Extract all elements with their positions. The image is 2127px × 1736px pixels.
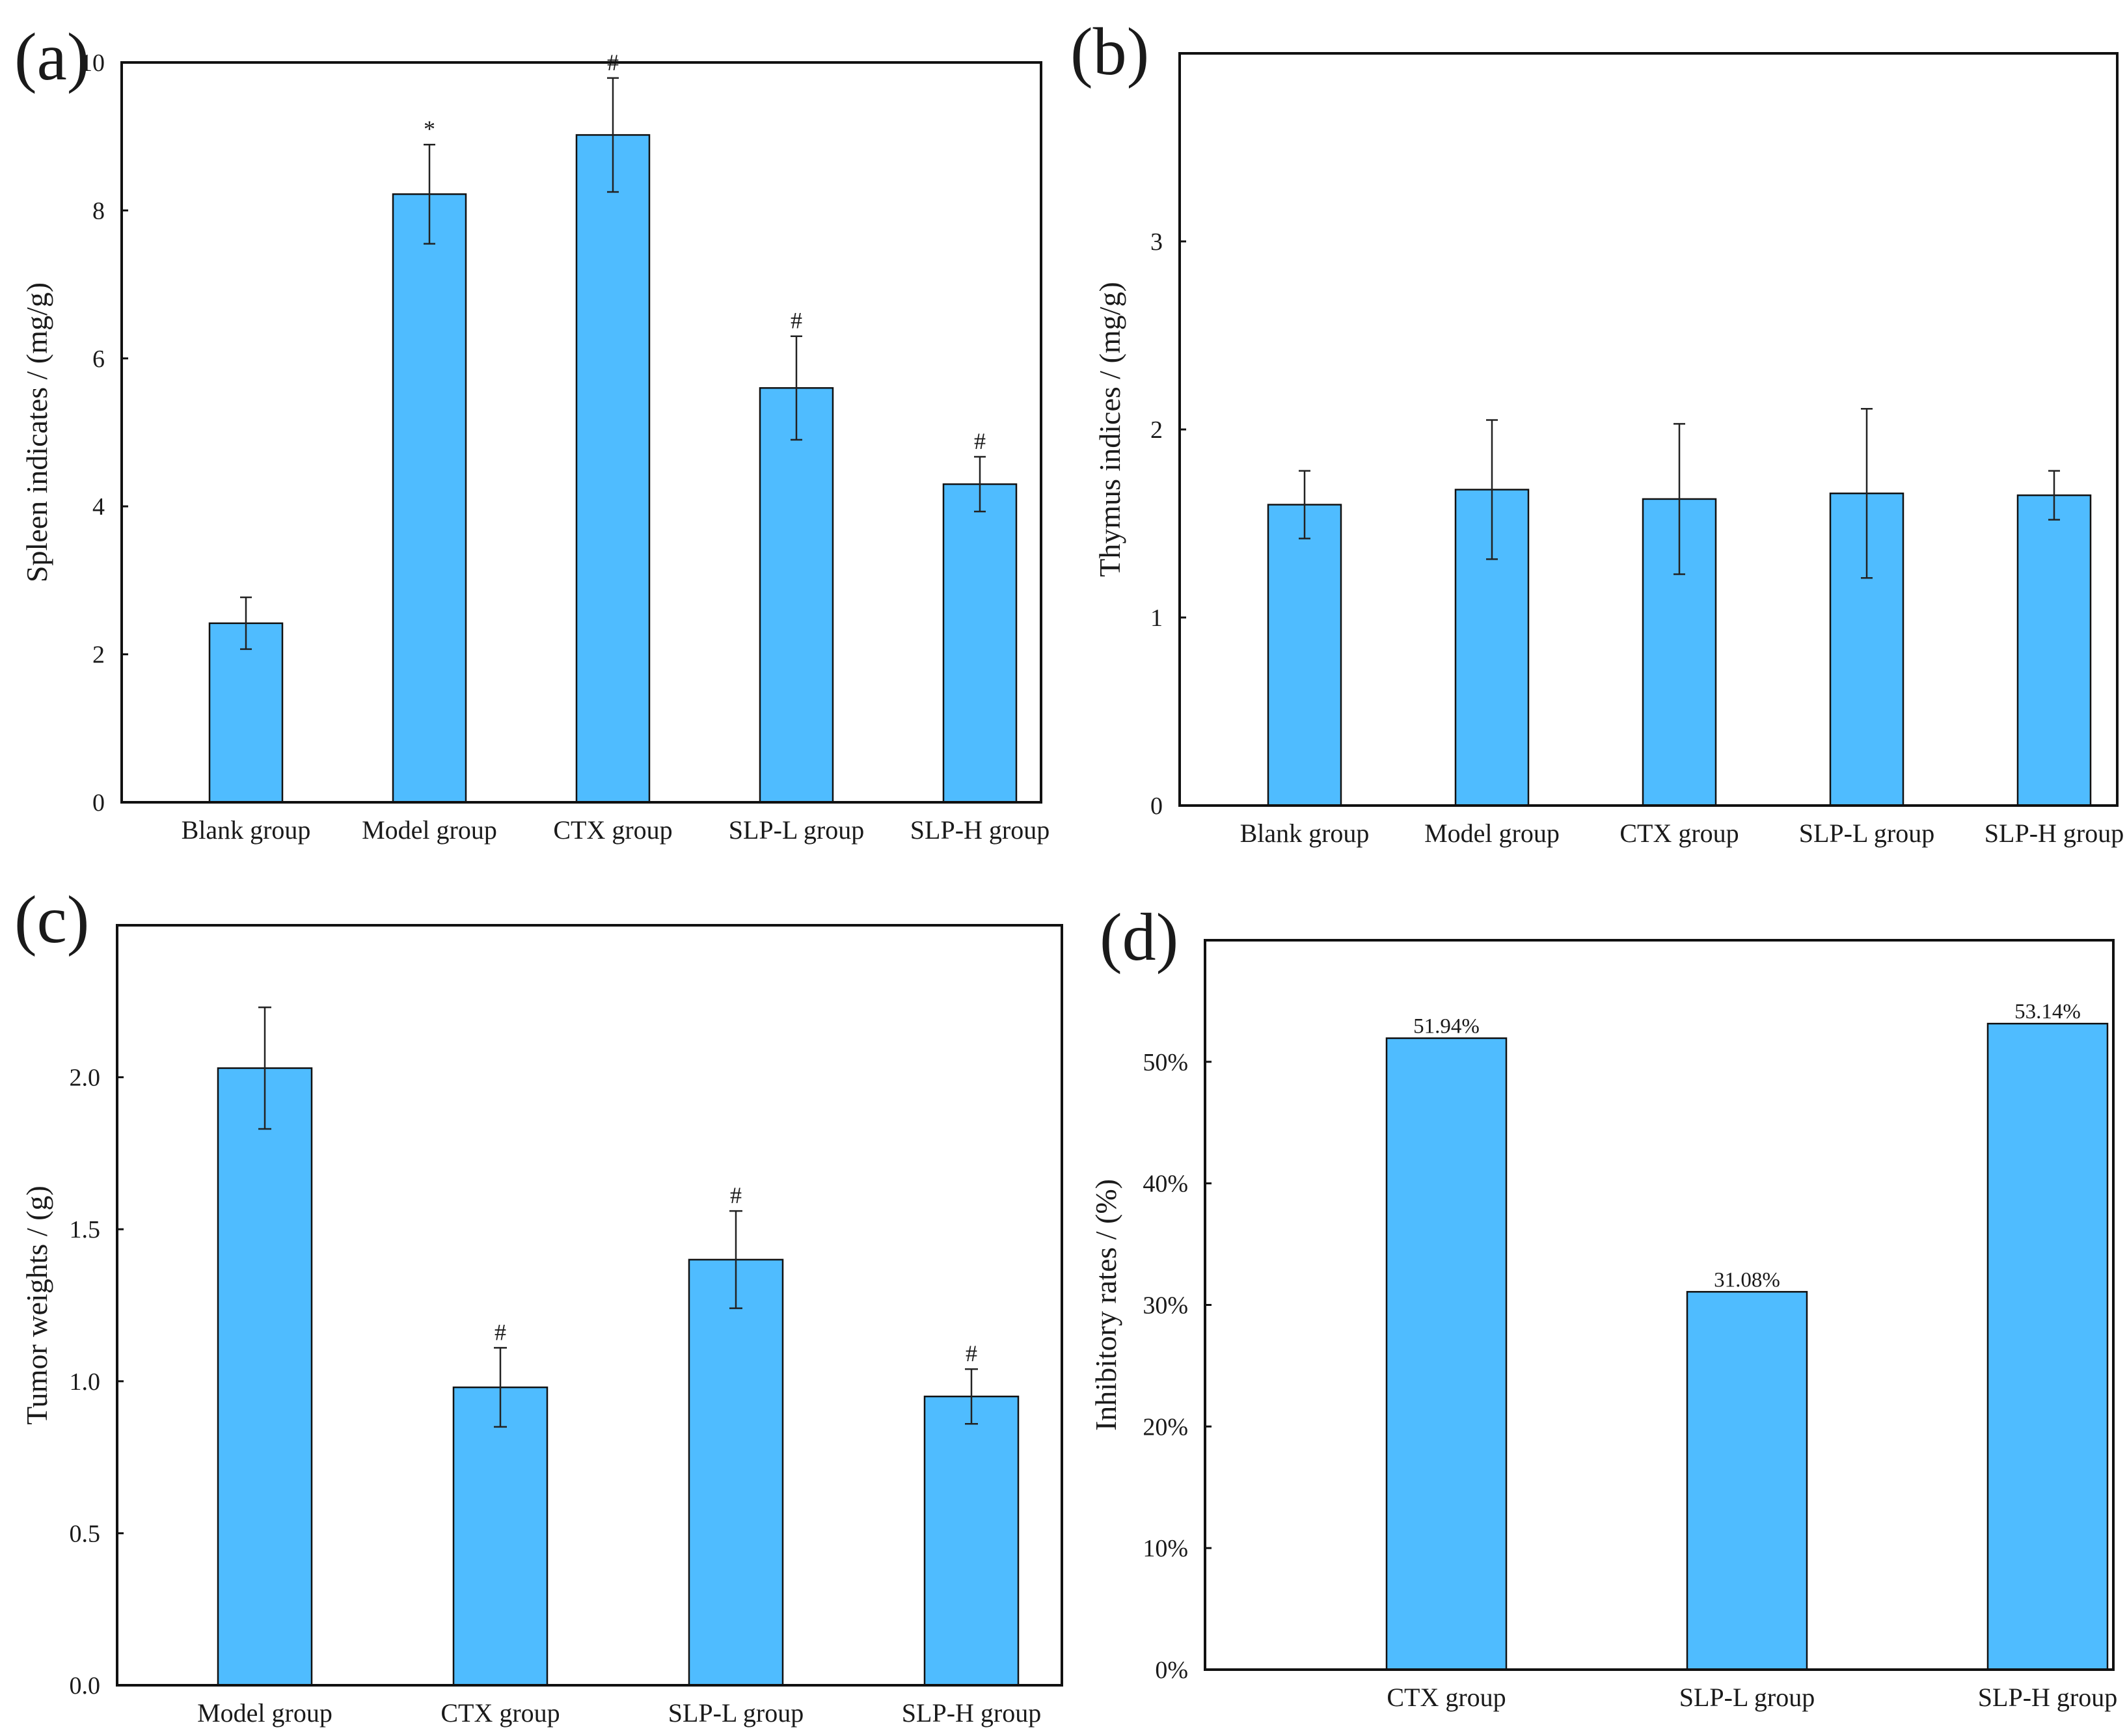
y-tick-label: 30% [1143, 1292, 1188, 1320]
bar [942, 483, 1018, 804]
y-tick-label: 0 [92, 789, 105, 817]
x-tick-label: Model group [197, 1698, 332, 1728]
y-tick-label: 2 [1150, 416, 1163, 444]
bar [923, 1395, 1020, 1687]
bar [1986, 1022, 2109, 1671]
data-label: 51.94% [1413, 1015, 1480, 1038]
x-tick-label: Blank group [182, 815, 311, 845]
x-tick-label: SLP-L group [1679, 1683, 1815, 1712]
x-tick-label: SLP-L group [729, 815, 865, 845]
y-tick-label: 2.0 [70, 1065, 101, 1092]
y-axis-title: Tumor weights / (g) [20, 1186, 53, 1425]
bar [1385, 1037, 1508, 1671]
x-tick-label: SLP-L group [1799, 819, 1935, 848]
y-tick-label: 0 [1150, 793, 1163, 820]
y-tick-label: 2 [92, 642, 105, 669]
bar [1686, 1291, 1808, 1671]
bar [392, 193, 467, 804]
x-tick-label: SLP-L group [668, 1698, 804, 1728]
y-tick-label: 0% [1155, 1657, 1188, 1684]
bar [759, 387, 834, 804]
significance-mark: # [791, 308, 802, 334]
y-tick-label: 6 [92, 346, 105, 373]
x-tick-label: CTX group [1387, 1683, 1506, 1712]
y-tick-label: 1.0 [70, 1368, 101, 1396]
panel-c-label: (c) [14, 882, 89, 957]
y-axis-title: Inhibitory rates / (%) [1089, 1179, 1122, 1431]
plot-frame [1178, 52, 2119, 807]
plot-frame [120, 61, 1042, 804]
panel-b: (b) Blank group Model group CTX group SLP-L… [1070, 14, 2124, 848]
x-tick-label: CTX group [553, 815, 672, 845]
bar [1267, 504, 1342, 807]
y-tick-label: 8 [92, 197, 105, 224]
bar [217, 1067, 313, 1687]
y-tick-label: 0.0 [70, 1672, 101, 1700]
x-tick-label: Model group [1424, 819, 1560, 848]
plot-frame [116, 924, 1063, 1687]
x-tick-label: SLP-H group [1985, 819, 2124, 848]
y-tick-label: 50% [1143, 1049, 1188, 1076]
panel-d: (d) 51.94% CTX group 31.08% SLP-L group 53.1… [1089, 900, 2117, 1712]
y-tick-label: 10 [80, 49, 105, 77]
significance-mark: # [494, 1319, 506, 1345]
bar [688, 1258, 784, 1687]
y-tick-label: 1.5 [70, 1216, 101, 1243]
bar [208, 622, 284, 804]
panel-c: (c) Model group # CTX group # SLP-L group # SL… [14, 882, 1063, 1728]
x-tick-label: SLP-H group [910, 815, 1050, 845]
x-tick-label: CTX group [440, 1698, 560, 1728]
y-tick-label: 0.5 [70, 1520, 101, 1547]
x-tick-label: Blank group [1240, 819, 1370, 848]
panel-a-label: (a) [14, 20, 89, 94]
panel-d-label: (d) [1100, 900, 1178, 975]
y-axis-title: Spleen indicates / (mg/g) [20, 282, 53, 582]
bar [2016, 494, 2092, 807]
y-tick-label: 20% [1143, 1413, 1188, 1441]
panel-b-label: (b) [1070, 14, 1149, 89]
data-label: 53.14% [2014, 1000, 2081, 1024]
significance-mark: * [424, 116, 435, 142]
y-tick-label: 3 [1150, 228, 1163, 256]
data-label: 31.08% [1714, 1268, 1780, 1292]
y-tick-label: 10% [1143, 1535, 1188, 1562]
x-tick-label: SLP-H group [902, 1698, 1041, 1728]
significance-mark: # [966, 1340, 977, 1366]
panel-a: (a) Blank group * Model group # CTX group # SL… [14, 20, 1050, 845]
y-axis-title: Thymus indices / (mg/g) [1093, 282, 1126, 577]
plot-frame [1204, 939, 2115, 1671]
y-tick-label: 40% [1143, 1171, 1188, 1198]
x-tick-label: CTX group [1619, 819, 1739, 848]
y-tick-label: 1 [1150, 604, 1163, 632]
x-tick-label: SLP-H group [1978, 1683, 2117, 1712]
significance-mark: # [730, 1182, 742, 1208]
significance-mark: # [974, 428, 986, 454]
bar [452, 1386, 549, 1687]
y-tick-label: 4 [92, 493, 105, 521]
bar [575, 134, 651, 804]
x-tick-label: Model group [362, 815, 497, 845]
